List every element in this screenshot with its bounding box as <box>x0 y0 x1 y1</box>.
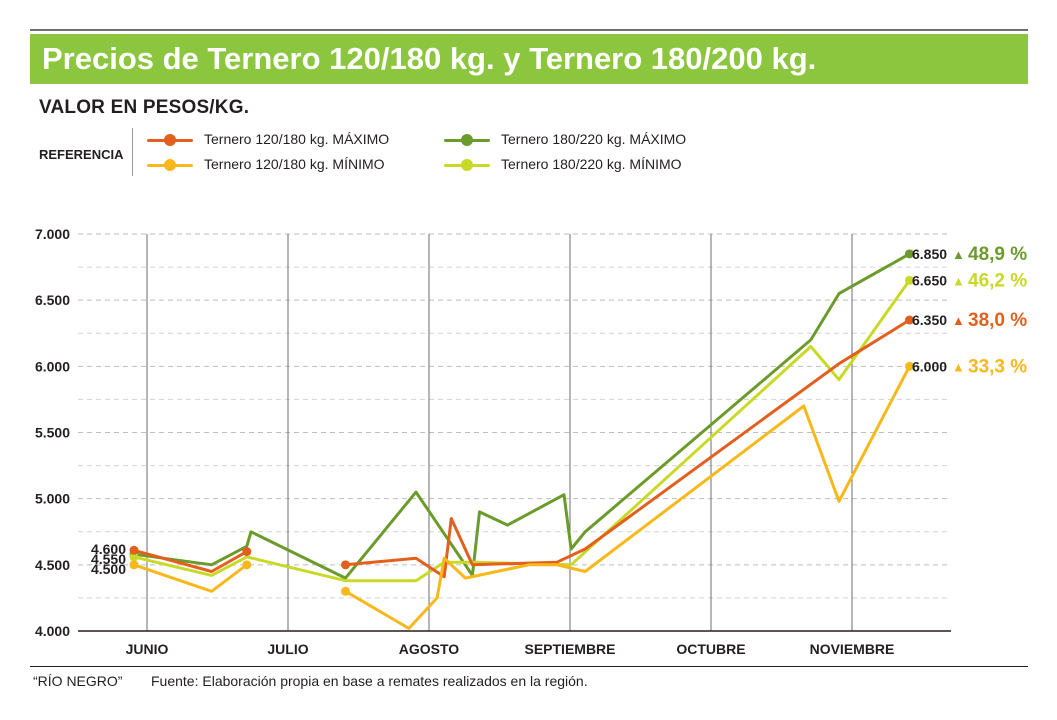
legend-dot-t120-max <box>164 134 176 146</box>
start-value-label: 4.550 <box>91 551 126 567</box>
series-line-t120_min <box>344 364 911 630</box>
change-percent-label: 33,3 % <box>968 356 1027 377</box>
data-point-t120_min <box>341 586 350 596</box>
top-rule <box>30 29 1028 31</box>
legend-dot-t120-min <box>164 159 176 171</box>
data-point-t120_max <box>905 315 914 325</box>
x-tick-label: JUNIO <box>126 641 169 657</box>
footer-rule <box>30 666 1028 667</box>
change-percent-label: 38,0 % <box>968 310 1027 331</box>
y-tick-label: 4.500 <box>35 557 70 573</box>
y-tick-label: 7.000 <box>35 226 70 242</box>
legend-dot-t180-min <box>461 159 473 171</box>
legend-text-t120-max: Ternero 120/180 kg. MÁXIMO <box>204 131 390 147</box>
change-arrow-icon: ▲ <box>952 313 965 328</box>
legend-dot-t180-max <box>461 134 473 146</box>
x-tick-label: AGOSTO <box>399 641 460 657</box>
data-point-t120_max <box>341 560 350 570</box>
series-line-t120_max <box>132 548 249 573</box>
x-tick-label: NOVIEMBRE <box>810 641 895 657</box>
y-tick-label: 4.000 <box>35 623 70 639</box>
y-tick-label: 5.000 <box>35 491 70 507</box>
footer-source: Fuente: Elaboración propia en base a rem… <box>151 673 588 689</box>
data-point-t180_max <box>905 249 914 259</box>
data-point-t120_min <box>905 361 914 371</box>
title-banner: Precios de Ternero 120/180 kg. y Ternero… <box>30 34 1028 84</box>
start-value-label: 4.500 <box>91 561 126 577</box>
data-point-t180_min <box>905 275 914 285</box>
change-percent-label: 46,2 % <box>968 270 1027 291</box>
data-point-t180_min <box>129 552 139 562</box>
series-line-t180_max <box>132 252 911 580</box>
series-line-t120_max <box>344 318 911 579</box>
x-tick-label: OCTUBRE <box>676 641 745 657</box>
chart-subtitle: VALOR EN PESOS/KG. <box>39 97 250 118</box>
data-point-t120_max <box>129 545 139 555</box>
end-value-label: 6.650 <box>912 272 947 288</box>
legend-text-t120-min: Ternero 120/180 kg. MÍNIMO <box>204 156 385 172</box>
y-tick-label: 6.000 <box>35 358 70 374</box>
end-value-label: 6.850 <box>912 246 947 262</box>
end-value-label: 6.000 <box>912 358 947 374</box>
y-tick-label: 6.500 <box>35 292 70 308</box>
data-point-t120_min <box>129 560 139 570</box>
legend-text-t180-min: Ternero 180/220 kg. MÍNIMO <box>501 156 682 172</box>
data-point-t120_min <box>242 560 252 570</box>
data-point-t120_max <box>242 547 252 557</box>
x-tick-label: SEPTIEMBRE <box>524 641 615 657</box>
legend-separator <box>132 128 133 176</box>
legend-reference-label: REFERENCIA <box>39 147 124 162</box>
change-arrow-icon: ▲ <box>952 273 965 288</box>
change-arrow-icon: ▲ <box>952 247 965 262</box>
series-line-t120_min <box>132 563 249 593</box>
change-arrow-icon: ▲ <box>952 359 965 374</box>
end-value-label: 6.350 <box>912 312 947 328</box>
y-tick-label: 5.500 <box>35 425 70 441</box>
start-value-label: 4.600 <box>91 541 126 557</box>
x-tick-label: JULIO <box>267 641 308 657</box>
legend-text-t180-max: Ternero 180/220 kg. MÁXIMO <box>501 131 687 147</box>
footer-credit: “RÍO NEGRO” <box>33 673 123 689</box>
chart-title: Precios de Ternero 120/180 kg. y Ternero… <box>42 41 817 76</box>
change-percent-label: 48,9 % <box>968 244 1027 265</box>
